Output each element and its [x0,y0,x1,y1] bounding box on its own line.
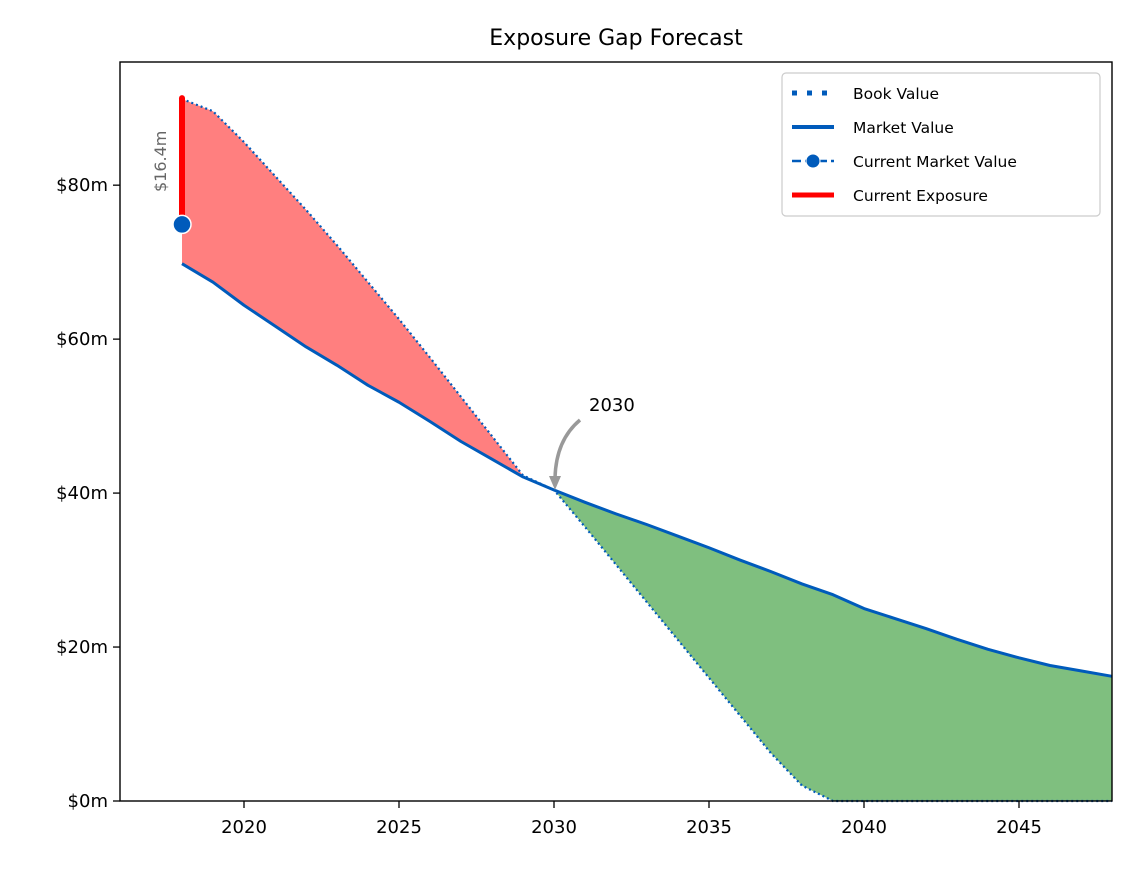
x-axis: 2020 2025 2030 2035 2040 2045 [221,801,1042,838]
chart-title: Exposure Gap Forecast [489,26,743,51]
fill-areas [182,98,1112,801]
legend-current-market-value-label: Current Market Value [853,153,1017,171]
y-tick-label: $40m [56,483,108,504]
legend-box [781,72,1101,217]
y-tick-label: $0m [68,791,108,812]
x-tick-label: 2035 [686,817,732,838]
current-market-value-point [172,214,192,235]
annotation-2030-arrowhead [549,476,561,491]
y-tick-label: $80m [56,175,108,196]
legend-current-market-value-marker [805,153,821,169]
legend-book-value-label: Book Value [853,85,939,103]
y-tick-label: $60m [56,329,108,350]
x-tick-label: 2030 [531,817,577,838]
legend-market-value-label: Market Value [853,119,954,137]
market-value-line [181,262,1113,678]
x-tick-label: 2020 [221,817,267,838]
annotations: 2030 $16.4m [151,131,635,491]
legend: Book Value Market Value Current Market Val… [781,72,1101,217]
x-tick-label: 2045 [996,817,1042,838]
plot-frame [119,61,1113,802]
surplus-fill-area [554,490,1112,801]
exposure-fill-area [182,98,554,491]
y-axis: $0m $20m $40m $60m $80m [56,175,120,812]
annotation-2030-arrow [553,418,582,479]
annotation-2030-label: 2030 [589,395,635,416]
y-tick-label: $20m [56,637,108,658]
x-tick-label: 2025 [376,817,422,838]
exposure-amount-label: $16.4m [151,131,170,192]
legend-current-exposure-label: Current Exposure [853,187,988,205]
x-tick-label: 2040 [841,817,887,838]
